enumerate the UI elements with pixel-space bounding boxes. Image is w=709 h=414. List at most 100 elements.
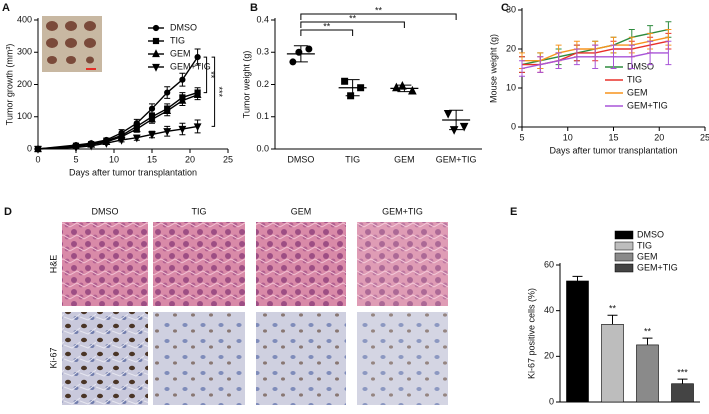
- x-tick-label: 15: [147, 154, 157, 164]
- error-bar: [647, 40, 654, 66]
- marker: [163, 128, 172, 136]
- marker: [295, 48, 303, 56]
- panel-label: E: [510, 206, 517, 218]
- legend-label: GEM: [170, 48, 191, 58]
- marker: [305, 45, 313, 53]
- marker: [408, 85, 417, 95]
- x-tick-label: 5: [519, 132, 524, 142]
- marker: [178, 95, 187, 104]
- marker: [449, 126, 459, 135]
- y-tick-label: 300: [17, 47, 32, 57]
- error-bar: [628, 44, 635, 69]
- x-tick-label: 25: [223, 154, 233, 164]
- marker: [392, 82, 401, 92]
- x-tick-label: DMSO: [287, 154, 314, 164]
- legend-label: TIG: [170, 35, 185, 45]
- marker: [347, 92, 355, 100]
- x-tick-label: 25: [700, 132, 709, 142]
- marker: [34, 145, 42, 154]
- marker: [72, 144, 80, 153]
- panel-label: C: [501, 2, 509, 14]
- marker: [152, 24, 160, 32]
- legend-label: TIG: [637, 240, 652, 250]
- error-bar: [642, 337, 653, 345]
- y-tick-label: 0: [511, 121, 516, 131]
- legend-label: DMSO: [627, 61, 654, 71]
- marker: [443, 110, 453, 119]
- significance-label: ***: [214, 86, 224, 97]
- x-tick-label: 20: [185, 154, 195, 164]
- y-tick-label: 10: [506, 82, 516, 92]
- error-bar: [573, 48, 580, 66]
- legend-label: DMSO: [170, 22, 197, 32]
- error-bar: [610, 44, 617, 69]
- error-bar: [677, 378, 688, 384]
- marker: [163, 106, 172, 115]
- bar: [671, 383, 694, 403]
- line: [37, 125, 198, 150]
- histology-images: [62, 222, 448, 405]
- y-tick-label: 400: [17, 14, 32, 24]
- error-bar: [592, 44, 599, 69]
- column-label: DMSO: [92, 206, 119, 216]
- x-tick-label: GEM+TIG: [436, 154, 477, 164]
- bar: [566, 280, 589, 403]
- y-axis-label: Tumor weight (g): [241, 51, 251, 119]
- marker: [102, 140, 111, 148]
- legend-swatch: [614, 252, 634, 262]
- tumor-photo: [42, 16, 102, 72]
- column-label: TIG: [192, 206, 207, 216]
- y-tick-label: 30: [506, 4, 516, 14]
- significance-label: **: [609, 304, 617, 314]
- legend-label: TIG: [627, 74, 642, 84]
- row-label: Ki-67: [48, 347, 58, 368]
- marker: [152, 37, 160, 45]
- legend-label: DMSO: [637, 229, 664, 239]
- significance-label: **: [206, 71, 216, 79]
- marker: [148, 131, 156, 140]
- marker: [357, 84, 365, 92]
- x-tick-label: 15: [608, 132, 618, 142]
- legend-swatch: [614, 241, 634, 251]
- legend-label: GEM+TIG: [170, 61, 211, 71]
- legend-label: GEM+TIG: [637, 262, 678, 272]
- panel-label: A: [2, 2, 10, 14]
- marker: [341, 77, 349, 85]
- y-tick-label: 0.4: [256, 14, 269, 24]
- marker: [193, 123, 202, 132]
- marker: [152, 63, 160, 72]
- y-axis-label: Mouse weight (g): [488, 34, 498, 103]
- bar: [636, 344, 659, 403]
- significance-bracket: [300, 13, 457, 20]
- significance-bracket: [300, 21, 405, 28]
- y-tick-label: 0: [27, 143, 32, 153]
- significance-label: ***: [677, 368, 688, 378]
- x-tick-label: 0: [35, 154, 40, 164]
- error-bar: [555, 52, 562, 69]
- significance-bracket: [300, 29, 354, 36]
- marker: [164, 89, 171, 96]
- marker: [132, 124, 141, 133]
- marker: [148, 105, 156, 112]
- legend-swatch: [614, 230, 634, 240]
- x-axis-label: Days after tumor transplantation: [69, 167, 197, 177]
- significance-label: **: [349, 13, 357, 23]
- significance-bracket: [203, 56, 208, 94]
- y-tick-label: 100: [17, 111, 32, 121]
- column-label: GEM+TIG: [382, 206, 423, 216]
- y-tick-label: 20: [544, 351, 554, 361]
- error-bar: [537, 56, 544, 73]
- significance-label: **: [644, 326, 652, 336]
- y-tick-label: 200: [17, 79, 32, 89]
- y-tick-label: 40: [544, 305, 554, 315]
- y-axis-label: Tumor growth (mm³): [4, 44, 14, 126]
- marker: [398, 80, 407, 90]
- x-tick-label: 20: [654, 132, 664, 142]
- y-tick-label: 0.2: [256, 79, 269, 89]
- y-tick-label: 0.1: [256, 111, 269, 121]
- marker: [459, 122, 469, 132]
- line: [37, 56, 199, 150]
- error-bar: [665, 40, 672, 66]
- legend-label: GEM+TIG: [627, 100, 668, 110]
